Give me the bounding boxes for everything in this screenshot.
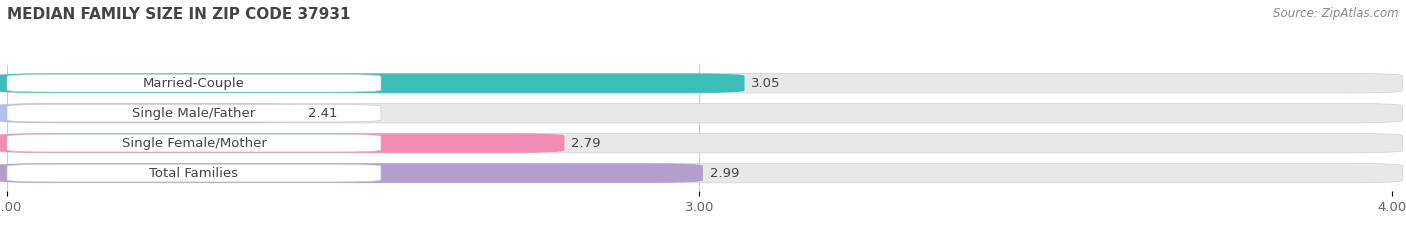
Text: Total Families: Total Families xyxy=(149,167,239,180)
FancyBboxPatch shape xyxy=(0,103,1402,123)
Text: Source: ZipAtlas.com: Source: ZipAtlas.com xyxy=(1274,7,1399,20)
Text: 3.05: 3.05 xyxy=(751,77,780,90)
Text: 2.79: 2.79 xyxy=(571,137,600,150)
Text: Single Male/Father: Single Male/Father xyxy=(132,107,256,120)
Text: Single Female/Mother: Single Female/Mother xyxy=(121,137,266,150)
FancyBboxPatch shape xyxy=(0,163,1402,183)
Text: Married-Couple: Married-Couple xyxy=(143,77,245,90)
FancyBboxPatch shape xyxy=(7,74,381,92)
Text: 2.99: 2.99 xyxy=(710,167,740,180)
Text: 2.41: 2.41 xyxy=(308,107,337,120)
FancyBboxPatch shape xyxy=(0,133,1402,153)
FancyBboxPatch shape xyxy=(0,73,745,93)
FancyBboxPatch shape xyxy=(0,133,564,153)
FancyBboxPatch shape xyxy=(7,104,381,122)
FancyBboxPatch shape xyxy=(0,103,301,123)
Text: MEDIAN FAMILY SIZE IN ZIP CODE 37931: MEDIAN FAMILY SIZE IN ZIP CODE 37931 xyxy=(7,7,350,22)
FancyBboxPatch shape xyxy=(0,73,1402,93)
FancyBboxPatch shape xyxy=(7,164,381,182)
FancyBboxPatch shape xyxy=(0,163,703,183)
FancyBboxPatch shape xyxy=(7,134,381,152)
